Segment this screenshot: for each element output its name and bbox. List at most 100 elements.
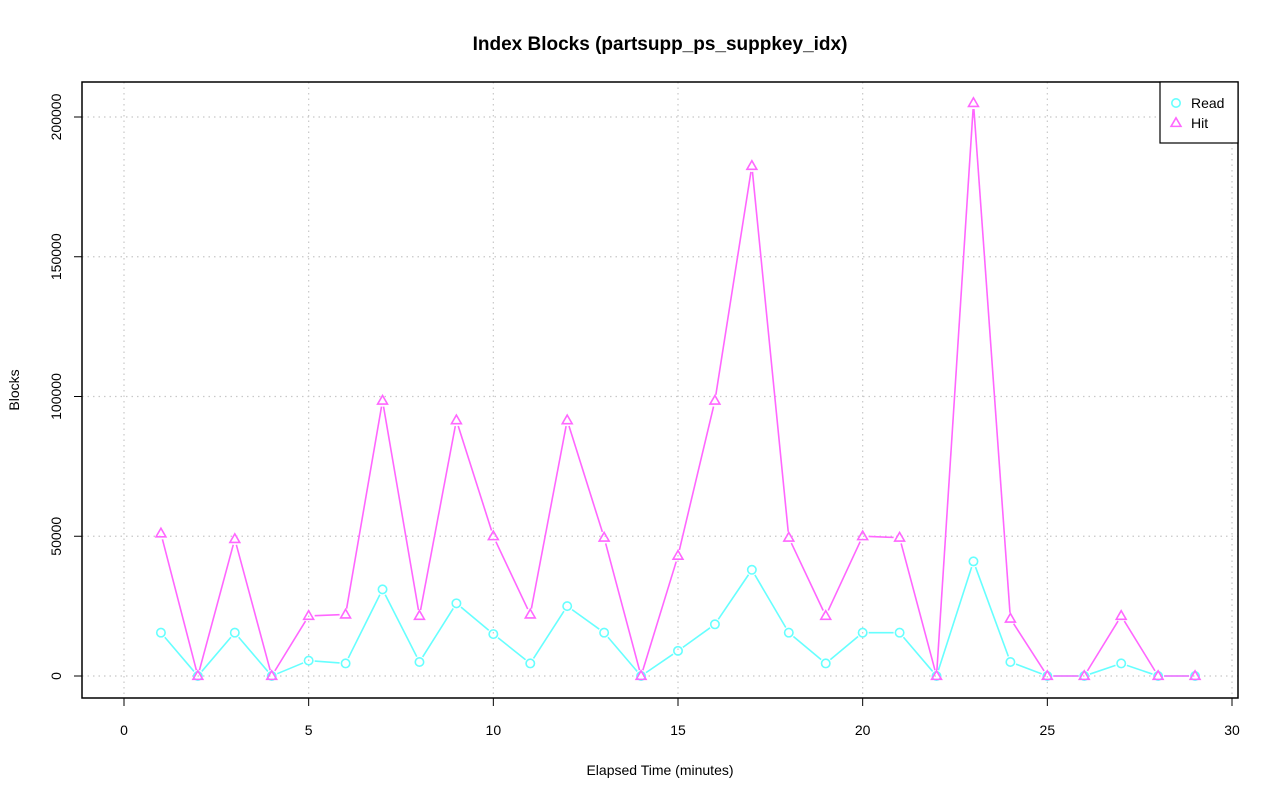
series-read-segment xyxy=(717,574,750,620)
series-read-segment xyxy=(1015,663,1043,675)
series-read-segment xyxy=(607,636,638,672)
series-hit-point xyxy=(376,393,389,405)
series-hit-point xyxy=(265,669,279,681)
series-read-point xyxy=(562,601,573,612)
x-tick-label: 30 xyxy=(1224,722,1240,738)
plot-frame xyxy=(81,81,1239,699)
y-tick-label: 0 xyxy=(48,672,64,680)
series-hit-point xyxy=(856,529,869,541)
y-tick-label: 50000 xyxy=(48,517,64,556)
series-hit-segment xyxy=(1012,623,1045,672)
x-tick-label: 15 xyxy=(670,722,686,738)
series-read-segment xyxy=(937,566,973,671)
series-hit-segment xyxy=(419,426,457,611)
series-read-segment xyxy=(164,636,195,672)
series-hit-point xyxy=(560,413,574,425)
series-hit-segment xyxy=(161,539,198,671)
series-hit xyxy=(154,96,1202,681)
series-hit-point xyxy=(191,669,205,681)
series-hit-segment xyxy=(274,620,307,672)
series-read-segment xyxy=(238,636,269,672)
series-hit-point xyxy=(228,532,242,544)
series-hit-segment xyxy=(973,108,1011,613)
series-hit-segment xyxy=(1086,620,1119,672)
series-hit-point xyxy=(597,530,611,542)
series-hit-point xyxy=(302,609,315,621)
series-read-point xyxy=(451,598,462,609)
series-hit-segment xyxy=(530,426,567,609)
series-hit-point xyxy=(413,609,426,621)
series-hit-segment xyxy=(495,541,529,610)
series-hit-point xyxy=(819,609,833,621)
y-tick-label: 150000 xyxy=(48,233,64,280)
series-hit-point xyxy=(671,549,685,560)
series-hit-point xyxy=(154,526,168,538)
x-tick-label: 0 xyxy=(120,722,128,738)
series-hit-point xyxy=(1151,669,1165,681)
series-layer xyxy=(154,96,1202,681)
series-read-segment xyxy=(792,635,822,661)
series-hit-point xyxy=(450,413,463,425)
series-hit-segment xyxy=(604,543,641,671)
series-hit-point xyxy=(1188,669,1202,681)
series-hit-segment xyxy=(568,425,604,533)
series-hit-segment xyxy=(900,543,936,671)
series-hit-segment xyxy=(827,541,861,611)
x-tick-label: 10 xyxy=(486,722,502,738)
series-read-segment xyxy=(571,608,600,630)
series-hit-segment xyxy=(936,108,974,671)
series-hit-segment xyxy=(314,613,340,617)
series-hit-segment xyxy=(235,544,271,671)
series-read-segment xyxy=(314,660,340,664)
legend-marker-hit xyxy=(1169,116,1183,128)
series-read-segment xyxy=(829,635,859,661)
y-axis-label: Blocks xyxy=(6,369,22,410)
series-hit-point xyxy=(745,159,759,171)
series-read-point xyxy=(377,584,388,595)
legend: Read Hit xyxy=(1159,81,1239,144)
series-read-segment xyxy=(532,610,565,659)
series-hit-point xyxy=(634,669,648,681)
series-read-segment xyxy=(276,662,304,675)
series-read-point xyxy=(672,645,683,656)
series-read-point xyxy=(1116,658,1127,669)
series-hit-segment xyxy=(678,406,715,551)
y-tick-label: 100000 xyxy=(48,373,64,420)
series-read-point xyxy=(229,627,240,638)
legend-label-hit: Hit xyxy=(1191,115,1208,131)
series-hit-point xyxy=(782,530,796,542)
series-read-segment xyxy=(460,606,490,631)
series-read-point xyxy=(746,564,757,575)
series-hit-segment xyxy=(790,542,824,611)
series-hit-point xyxy=(1004,611,1017,623)
series-read-point xyxy=(488,629,499,640)
series-read-point xyxy=(820,658,831,669)
series-hit-segment xyxy=(715,171,752,395)
series-hit-point xyxy=(1077,669,1091,681)
x-axis-label: Elapsed Time (minutes) xyxy=(586,762,733,778)
legend-box xyxy=(1159,81,1239,144)
series-hit-segment xyxy=(642,561,678,671)
series-read-segment xyxy=(902,636,934,672)
series-hit-point xyxy=(1041,669,1054,681)
series-read-segment xyxy=(384,594,418,658)
series-read-point xyxy=(968,556,979,567)
series-hit-segment xyxy=(457,425,493,531)
legend-marker-read xyxy=(1171,98,1182,109)
series-read-point xyxy=(783,627,794,638)
series-read-point xyxy=(340,658,351,669)
series-hit-segment xyxy=(868,535,894,539)
x-tick-label: 20 xyxy=(855,722,871,738)
y-axis: 0 50000 100000 150000 200000 xyxy=(48,93,83,680)
series-read-point xyxy=(1005,657,1016,668)
series-hit-point xyxy=(487,529,500,541)
series-read-segment xyxy=(421,607,454,658)
series-read-point xyxy=(599,627,610,638)
series-read xyxy=(155,556,1201,681)
series-read-point xyxy=(857,627,868,638)
series-hit-point xyxy=(339,607,352,619)
x-axis: 0 5 10 15 20 25 30 xyxy=(120,697,1240,738)
series-read-segment xyxy=(1126,664,1153,675)
grid-lines xyxy=(82,82,1238,698)
y-tick-label: 200000 xyxy=(48,93,64,140)
